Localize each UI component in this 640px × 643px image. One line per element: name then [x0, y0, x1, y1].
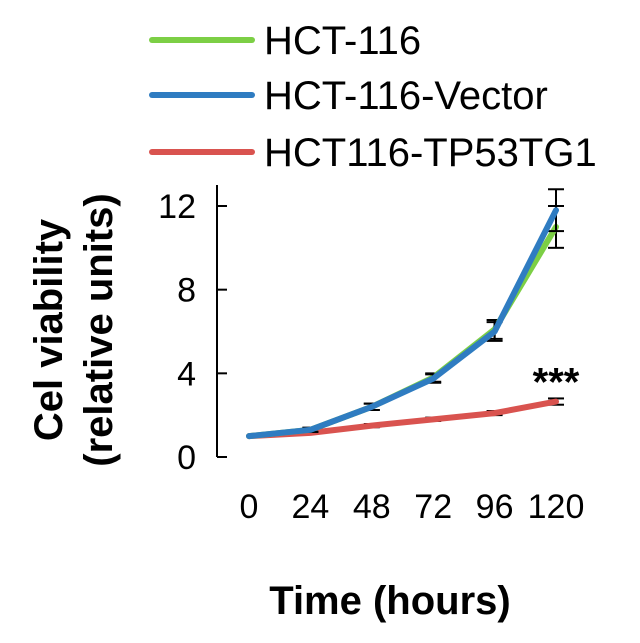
x-tick-label-48: 48 — [353, 488, 391, 526]
x-tick-label-72: 72 — [414, 488, 452, 526]
y-tick-label-4: 4 — [177, 355, 196, 393]
series-line-hct-116-vector — [246, 207, 559, 440]
legend-label-hct-116-vector: HCT-116-Vector — [264, 74, 548, 118]
series-line-hct-116 — [246, 223, 559, 440]
legend-label-hct-116: HCT-116 — [264, 19, 421, 63]
y-tick-label-8: 8 — [177, 272, 196, 310]
x-tick-label-0: 0 — [240, 488, 259, 526]
x-tick-label-24: 24 — [291, 488, 329, 526]
y-tick-label-0: 0 — [177, 439, 196, 477]
y-axis-title-line-2: (relative units) — [77, 193, 121, 466]
legend: HCT-116 HCT-116-Vector HCT116-TP53TG1 — [149, 19, 597, 175]
x-tick-label-120: 120 — [528, 488, 585, 526]
legend-label-hct116-tp53tg1: HCT116-TP53TG1 — [264, 131, 597, 175]
y-axis-title: Cel viability (relative units) — [27, 193, 121, 466]
x-tick-label-96: 96 — [476, 488, 514, 526]
x-axis-title: Time (hours) — [269, 579, 511, 623]
y-tick-label-12: 12 — [158, 188, 196, 226]
y-axis-title-line-1: Cel viability — [27, 218, 71, 441]
significance-annotation: *** — [533, 361, 580, 405]
